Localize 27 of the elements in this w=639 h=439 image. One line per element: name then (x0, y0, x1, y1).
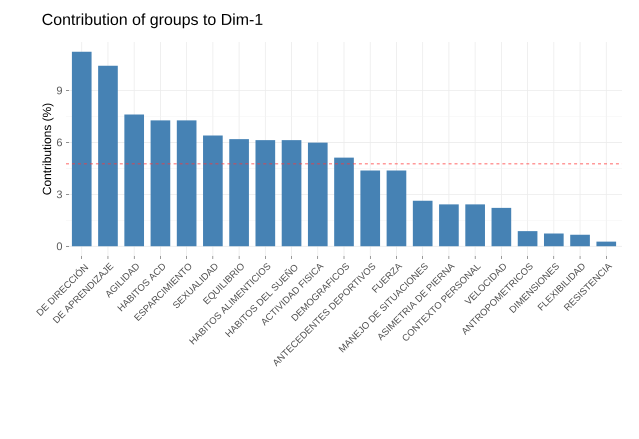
bar (150, 120, 170, 246)
bar (596, 242, 616, 246)
bar (176, 120, 196, 246)
y-axis-title: Contributions (%) (42, 104, 54, 195)
chart-title: Contribution of groups to Dim-1 (42, 13, 262, 28)
bar (255, 140, 276, 246)
bar (518, 231, 538, 246)
bar (229, 139, 249, 246)
bar (412, 200, 433, 246)
y-tick-label: 6 (56, 138, 62, 146)
bar (492, 208, 512, 246)
bar (308, 142, 328, 246)
bar (124, 114, 144, 246)
bar (360, 170, 380, 246)
bar (98, 66, 118, 246)
bar (570, 234, 590, 246)
y-tick-label: 3 (56, 190, 62, 198)
y-tick-label: 9 (56, 86, 62, 94)
y-tick-label: 0 (56, 242, 62, 250)
bar (544, 233, 564, 246)
bar (203, 135, 223, 246)
bar (72, 52, 92, 246)
bar (439, 204, 459, 246)
bar (334, 158, 354, 246)
bar (386, 170, 406, 246)
bar (282, 140, 302, 246)
bar (465, 204, 485, 246)
